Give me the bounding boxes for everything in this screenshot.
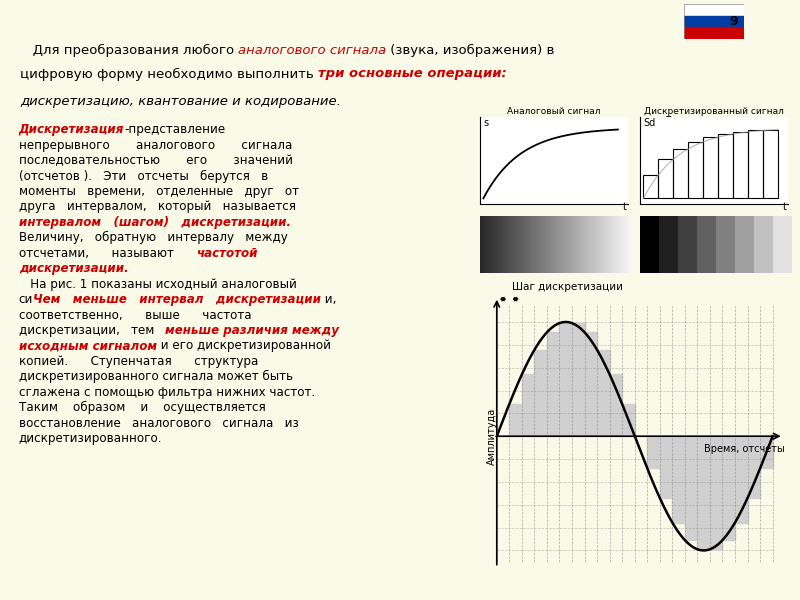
Bar	[760, 436, 773, 469]
Text: Чем   меньше   интервал   дискретизации: Чем меньше интервал дискретизации	[33, 293, 321, 306]
Text: Дискретизация: Дискретизация	[663, 116, 754, 126]
Text: На рис. 1 показаны исходный аналоговый: На рис. 1 показаны исходный аналоговый	[18, 278, 297, 290]
Text: дискретизации.: дискретизации.	[18, 262, 129, 275]
Text: Для преобразования любого: Для преобразования любого	[20, 43, 238, 56]
Text: Дискретизация: Дискретизация	[18, 123, 124, 136]
Text: Шаг дискретизации: Шаг дискретизации	[511, 282, 622, 292]
Text: 9: 9	[730, 15, 738, 28]
Bar	[674, 149, 688, 199]
Bar	[647, 436, 660, 469]
Text: Амплитуда: Амплитуда	[486, 407, 497, 465]
Bar	[747, 436, 760, 498]
Text: Sd: Sd	[643, 118, 656, 128]
Text: (звука, изображения) в: (звука, изображения) в	[386, 43, 554, 56]
Text: t: t	[783, 202, 787, 212]
Text: и его дискретизированной: и его дискретизированной	[157, 340, 331, 352]
Text: и,: и,	[321, 293, 337, 306]
Bar	[597, 350, 610, 436]
Bar	[534, 350, 547, 436]
Text: непрерывного       аналогового       сигнала: непрерывного аналогового сигнала	[18, 139, 292, 152]
Bar	[660, 436, 672, 498]
Text: три основные операции:: три основные операции:	[318, 67, 506, 80]
Text: дискретизированного сигнала может быть: дискретизированного сигнала может быть	[18, 370, 293, 383]
Text: Величину,   обратную   интервалу   между: Величину, обратную интервалу между	[18, 231, 287, 244]
Text: дискретизацию, квантование и кодирование.: дискретизацию, квантование и кодирование…	[20, 95, 341, 107]
Text: (отсчетов ).   Эти   отсчеты   берутся   в: (отсчетов ). Эти отсчеты берутся в	[18, 169, 268, 182]
Bar	[658, 160, 674, 199]
Bar	[643, 175, 658, 199]
Text: соответственно,      выше      частота: соответственно, выше частота	[18, 308, 251, 322]
Bar	[684, 4, 744, 16]
Bar	[748, 130, 763, 199]
Bar	[733, 132, 748, 199]
Text: восстановление   аналогового   сигнала   из: восстановление аналогового сигнала из	[18, 417, 298, 430]
Bar	[547, 332, 559, 436]
Text: последовательностью       его       значений: последовательностью его значений	[18, 154, 293, 167]
Bar	[685, 436, 698, 540]
Text: моменты   времени,   отделенные   друг   от: моменты времени, отделенные друг от	[18, 185, 298, 198]
Text: s: s	[483, 118, 489, 128]
Bar	[718, 134, 733, 199]
Text: дискретизированного.: дискретизированного.	[18, 432, 162, 445]
Title: Дискретизированный сигнал: Дискретизированный сигнал	[644, 107, 784, 116]
Bar	[622, 404, 634, 436]
Text: Таким    образом    и    осуществляется: Таким образом и осуществляется	[18, 401, 266, 415]
Bar	[722, 436, 735, 540]
Bar	[684, 28, 744, 39]
Bar	[698, 436, 710, 549]
Bar	[559, 323, 572, 436]
Bar	[703, 137, 718, 199]
Bar	[672, 436, 685, 523]
Bar	[684, 16, 744, 28]
Text: t: t	[623, 202, 627, 212]
Text: меньше различия между: меньше различия между	[166, 324, 339, 337]
Bar	[572, 323, 585, 436]
Text: частотой: частотой	[196, 247, 258, 260]
Bar	[610, 374, 622, 436]
Bar	[585, 332, 597, 436]
Bar	[735, 436, 747, 523]
Bar	[688, 142, 703, 199]
Text: исходным сигналом: исходным сигналом	[18, 340, 157, 352]
Bar	[710, 436, 722, 549]
Title: Аналоговый сигнал: Аналоговый сигнал	[507, 107, 601, 116]
Bar	[510, 404, 522, 436]
Text: цифровую форму необходимо выполнить: цифровую форму необходимо выполнить	[20, 67, 318, 80]
Bar	[522, 374, 534, 436]
Text: си: си	[18, 293, 33, 306]
Bar	[763, 130, 778, 199]
Text: аналогового сигнала: аналогового сигнала	[238, 43, 386, 56]
Text: сглажена с помощью фильтра нижних частот.: сглажена с помощью фильтра нижних частот…	[18, 386, 315, 399]
Text: интервалом   (шагом)   дискретизации.: интервалом (шагом) дискретизации.	[18, 216, 290, 229]
Text: дискретизации,   тем: дискретизации, тем	[18, 324, 166, 337]
Text: Время, отсчеты: Время, отсчеты	[704, 444, 785, 454]
Text: отсчетами,      называют: отсчетами, называют	[18, 247, 196, 260]
Text: -представление: -представление	[124, 123, 226, 136]
Text: копией.      Ступенчатая      структура: копией. Ступенчатая структура	[18, 355, 258, 368]
Text: друга   интервалом,   который   называется: друга интервалом, который называется	[18, 200, 296, 214]
